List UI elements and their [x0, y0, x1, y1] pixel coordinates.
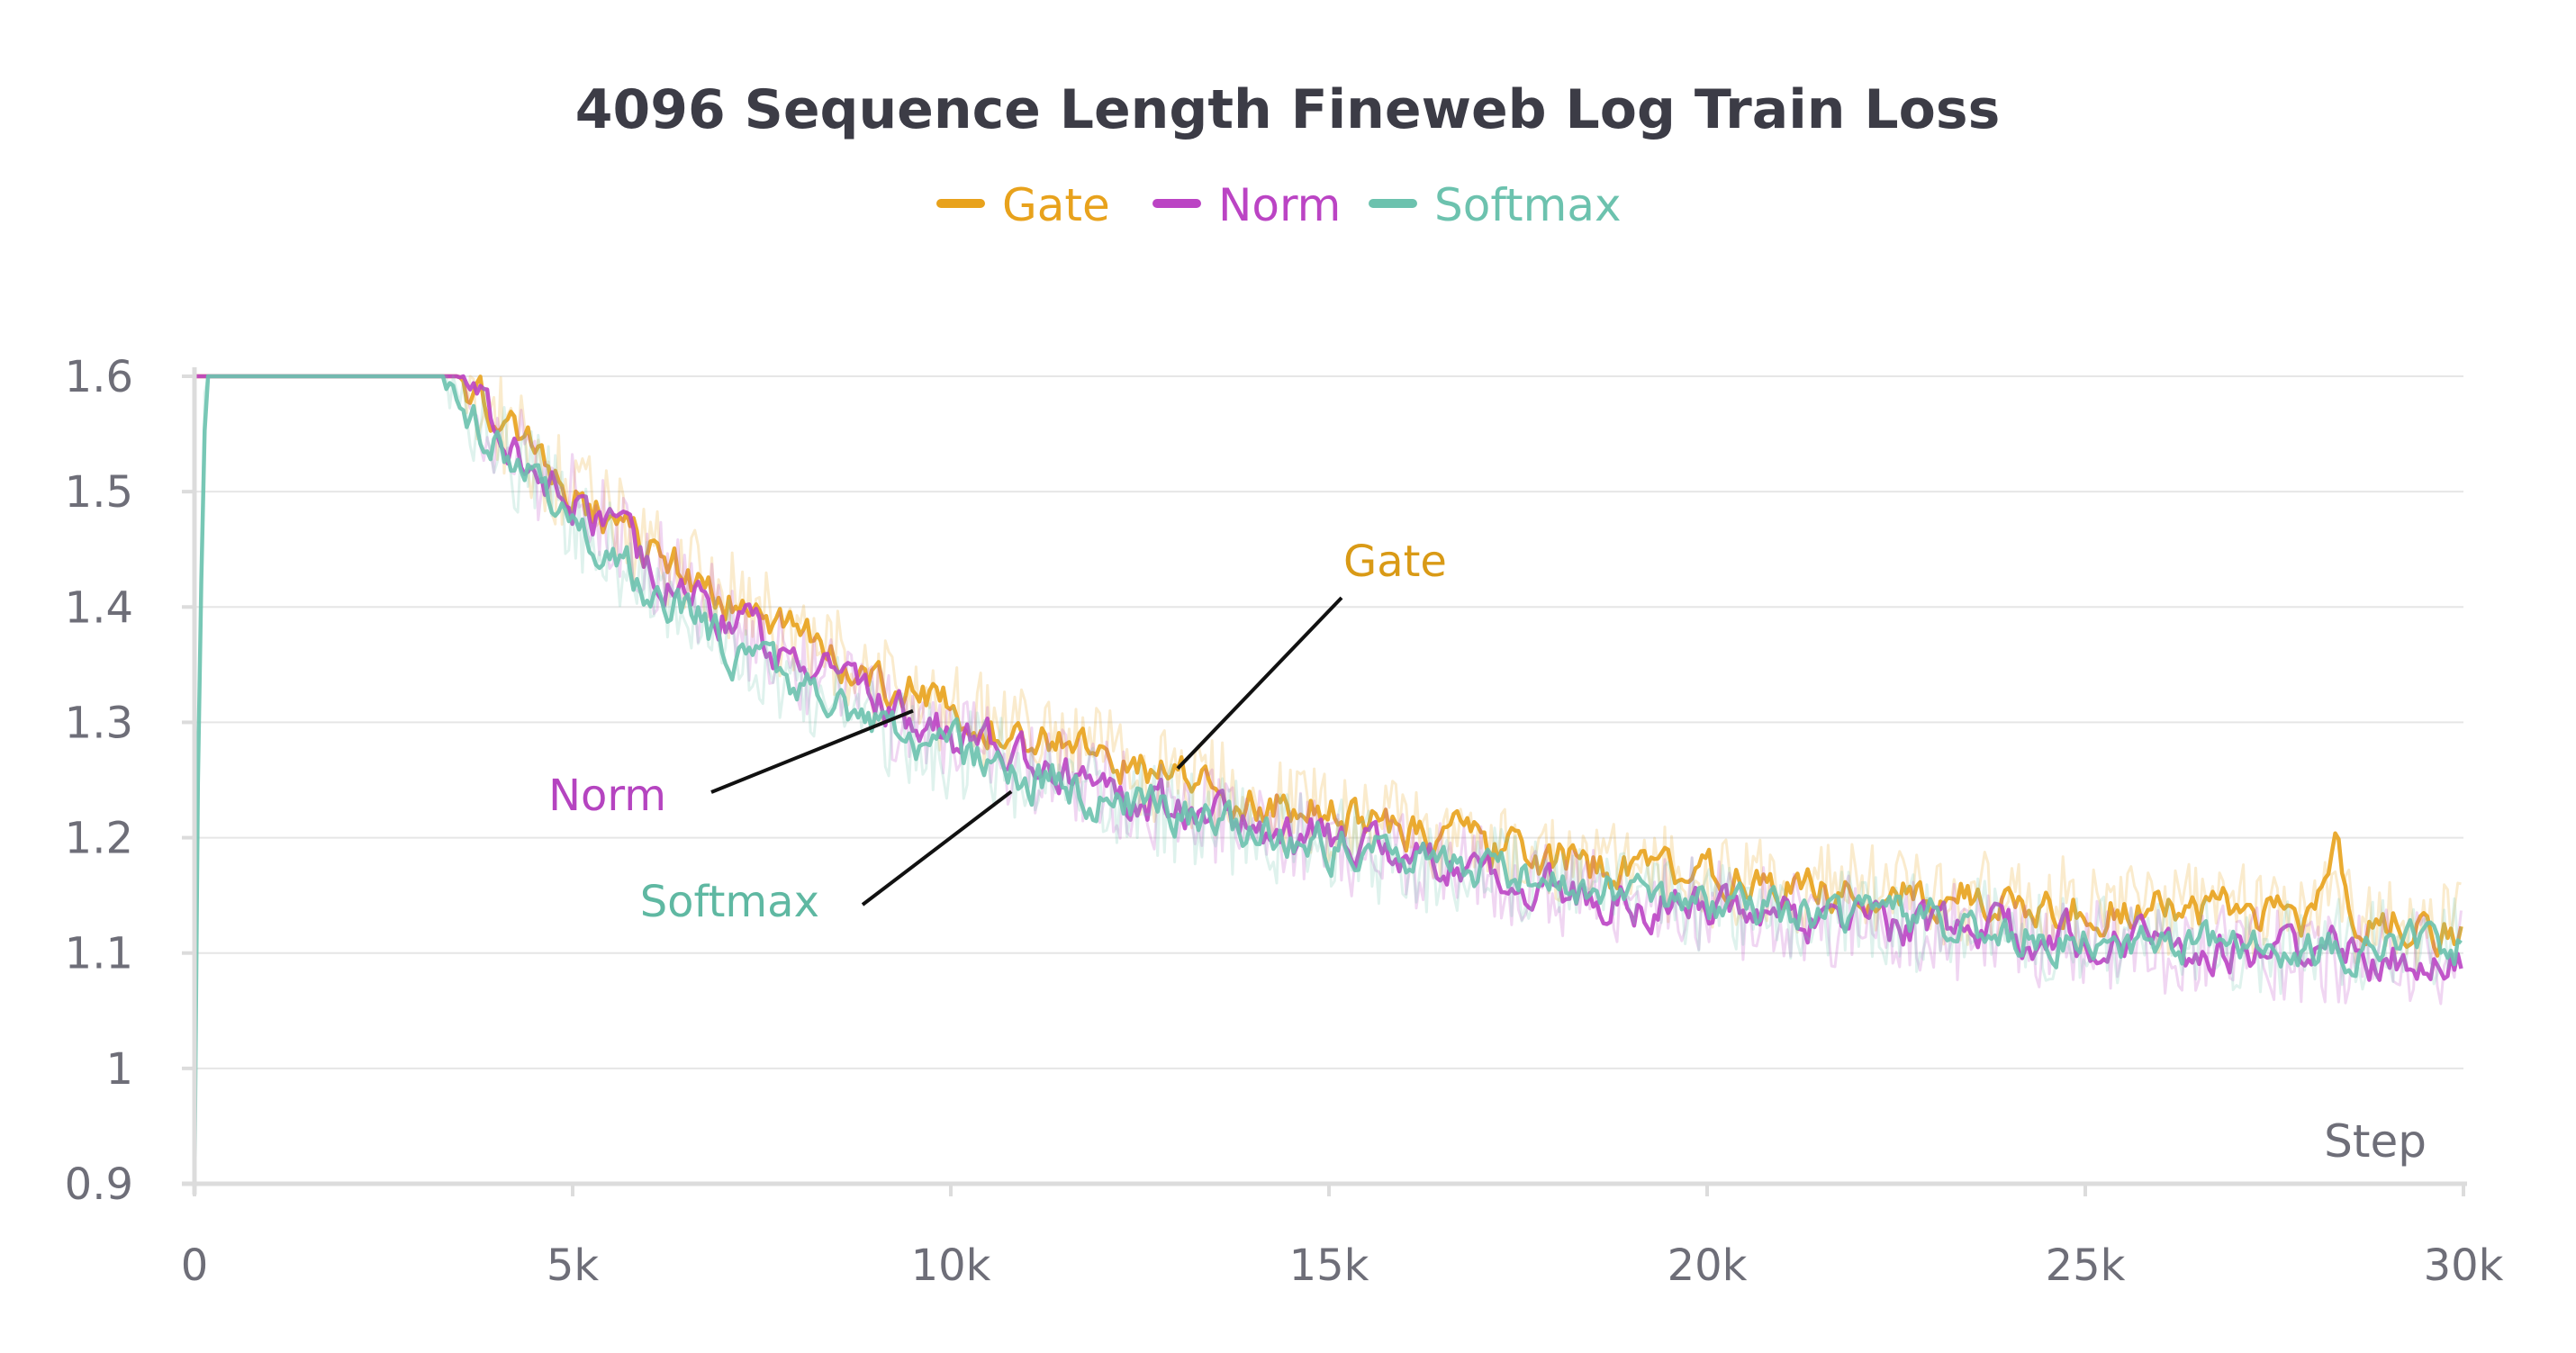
- x-tick-label: 25k: [2046, 1240, 2126, 1291]
- annotation-label-gate: Gate: [1343, 537, 1447, 587]
- series-raw-softmax: [193, 374, 2463, 1135]
- x-tick-label: 15k: [1289, 1240, 1369, 1291]
- series-layer: [192, 374, 2463, 1185]
- annotation-leader-norm: [710, 708, 914, 794]
- y-tick-label: 1.6: [65, 352, 133, 402]
- legend: Gate Norm Softmax: [936, 179, 1622, 231]
- annotation-label-softmax: Softmax: [640, 877, 819, 927]
- x-tick-label: 10k: [911, 1240, 991, 1291]
- series-line-softmax: [192, 374, 2463, 1185]
- x-tick-label: 20k: [1668, 1240, 1748, 1291]
- y-tick-label: 1.2: [65, 814, 133, 864]
- y-tick-label: 1.4: [65, 582, 133, 633]
- x-tick-label: 0: [181, 1240, 209, 1291]
- y-tick-label: 1.1: [65, 929, 133, 979]
- x-tick-label: 30k: [2424, 1240, 2504, 1291]
- x-tick-label: 5k: [547, 1240, 600, 1291]
- legend-label-norm: Norm: [1218, 179, 1341, 231]
- chart-title: 4096 Sequence Length Fineweb Log Train L…: [575, 78, 2001, 141]
- annotation-label-norm: Norm: [548, 771, 666, 821]
- y-tick-label: 1: [105, 1044, 133, 1095]
- y-tick-label: 0.9: [65, 1159, 133, 1210]
- annotation-leader-softmax: [861, 789, 1013, 907]
- annotations: Gate Norm Softmax: [548, 537, 1447, 927]
- legend-label-softmax: Softmax: [1434, 179, 1622, 231]
- grid: 0.9 1 1.1 1.2 1.3 1.4 1.5 1.6: [65, 352, 2463, 1210]
- y-tick-label: 1.5: [65, 467, 133, 518]
- legend-label-gate: Gate: [1002, 179, 1110, 231]
- annotation-leader-gate: [1176, 596, 1343, 771]
- x-axis-label: Step: [2324, 1115, 2427, 1168]
- y-tick-label: 1.3: [65, 698, 133, 748]
- axes: 0 5k 10k 15k 20k 25k 30k: [181, 367, 2504, 1291]
